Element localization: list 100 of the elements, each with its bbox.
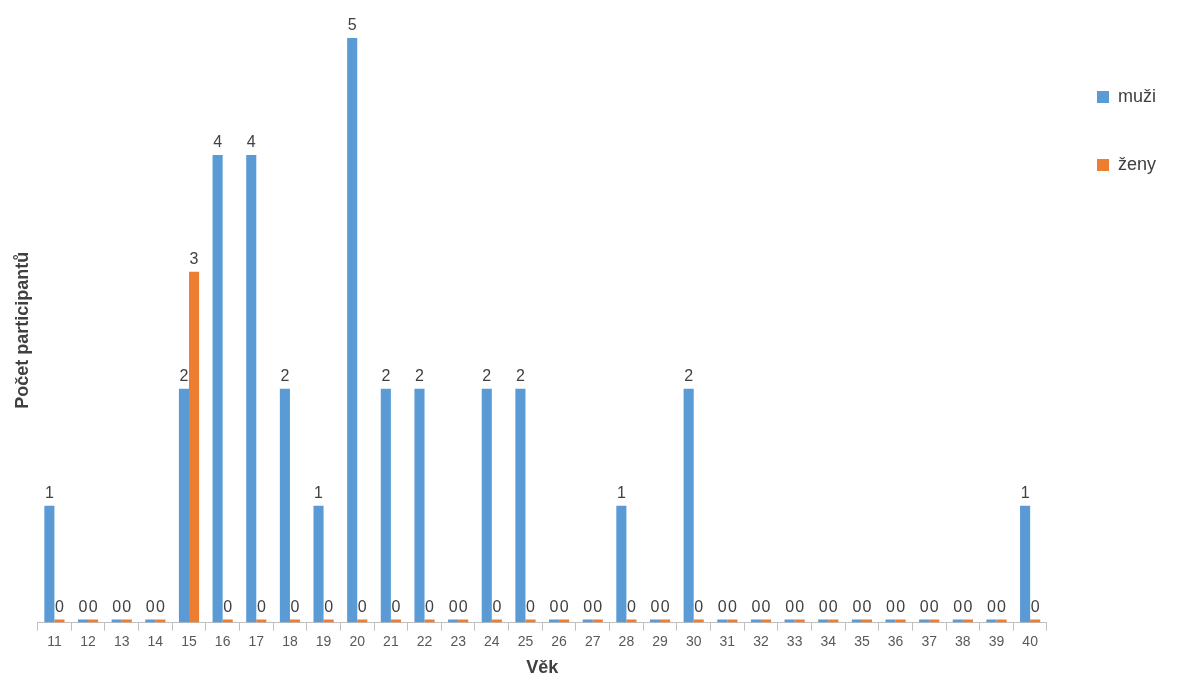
data-label: 0 [1030, 598, 1040, 616]
data-label: 0 [448, 598, 458, 616]
data-label: 0 [987, 598, 997, 616]
data-label: 3 [189, 250, 199, 268]
data-label: 0 [896, 598, 906, 616]
data-label: 0 [751, 598, 761, 616]
bar [515, 388, 526, 623]
x-tick-label: 14 [147, 632, 164, 649]
data-label: 0 [929, 598, 939, 616]
data-label: 0 [818, 598, 828, 616]
bar [414, 388, 425, 623]
data-label: 5 [347, 16, 357, 34]
data-label: 0 [919, 598, 929, 616]
x-tick-label: 40 [1022, 632, 1039, 649]
data-label: 0 [122, 598, 132, 616]
x-axis-title: Věk [526, 657, 560, 678]
data-label: 0 [357, 598, 367, 616]
data-label: 1 [314, 484, 324, 502]
x-tick-label: 19 [315, 632, 332, 649]
x-tick-label: 23 [450, 632, 467, 649]
x-tick-label: 11 [47, 632, 62, 649]
bar [481, 388, 492, 623]
data-label: 2 [280, 367, 290, 385]
x-tick-label: 29 [652, 632, 669, 649]
data-label: 0 [627, 598, 636, 616]
x-tick-label: 26 [551, 632, 568, 649]
data-label: 2 [515, 367, 525, 385]
data-label: 0 [290, 598, 300, 616]
x-tick-label: 32 [753, 632, 769, 649]
data-label: 1 [1020, 484, 1030, 502]
data-label: 0 [223, 598, 233, 616]
bar [178, 388, 190, 623]
data-label: 0 [256, 598, 266, 616]
data-label: 2 [415, 367, 425, 385]
bar [683, 388, 694, 623]
data-label: 1 [44, 484, 54, 502]
data-label: 4 [213, 133, 223, 151]
data-label: 0 [963, 598, 973, 616]
bar [44, 505, 55, 623]
data-label: 0 [391, 598, 401, 616]
x-tick-label: 22 [416, 632, 433, 649]
bar [279, 388, 290, 623]
x-tick-label: 18 [282, 632, 298, 649]
data-label: 0 [953, 598, 963, 616]
data-label: 0 [583, 598, 593, 616]
data-label: 0 [526, 598, 536, 616]
data-label: 0 [997, 598, 1007, 616]
legend-label: muži [1117, 85, 1156, 106]
x-tick-label: 30 [685, 632, 702, 649]
bar [380, 388, 391, 623]
data-label: 0 [795, 598, 805, 616]
data-label: 0 [324, 598, 334, 616]
x-tick-label: 17 [248, 632, 265, 649]
data-label: 0 [559, 598, 569, 616]
data-label: 0 [78, 598, 88, 616]
data-label: 0 [886, 598, 896, 616]
data-label: 0 [694, 598, 704, 616]
data-label: 0 [458, 598, 468, 616]
data-label: 2 [482, 367, 492, 385]
x-tick-label: 33 [786, 632, 803, 649]
x-tick-label: 13 [113, 632, 130, 649]
x-tick-label: 39 [988, 632, 1005, 649]
data-label: 4 [246, 133, 256, 151]
data-label: 0 [492, 598, 502, 616]
data-label: 0 [852, 598, 862, 616]
data-label: 0 [828, 598, 838, 616]
x-tick-label: 38 [955, 632, 971, 649]
bar [1020, 505, 1031, 623]
data-label: 0 [650, 598, 660, 616]
x-tick-label: 21 [383, 632, 399, 649]
data-label: 2 [381, 367, 391, 385]
x-tick-label: 20 [349, 632, 366, 649]
data-label: 0 [660, 598, 670, 616]
x-tick-label: 25 [517, 632, 534, 649]
data-label: 0 [145, 598, 155, 616]
x-tick-label: 36 [887, 632, 904, 649]
x-tick-label: 24 [484, 632, 500, 649]
data-label: 0 [593, 598, 603, 616]
x-tick-label: 28 [618, 632, 635, 649]
y-axis-title: Počet participantů [11, 251, 32, 409]
data-label: 2 [684, 367, 694, 385]
data-label: 0 [549, 598, 559, 616]
data-label: 0 [88, 598, 98, 616]
data-label: 0 [425, 598, 435, 616]
x-tick-label: 31 [719, 632, 736, 649]
data-label: 0 [862, 598, 872, 616]
x-tick-label: 12 [80, 632, 97, 649]
x-tick-label: 35 [854, 632, 870, 649]
x-tick-label: 27 [584, 632, 601, 649]
data-label: 0 [727, 598, 737, 616]
data-label: 1 [616, 484, 626, 502]
bar [616, 505, 627, 623]
legend-label: ženy [1117, 153, 1157, 174]
x-tick-label: 15 [181, 632, 197, 649]
data-label: 0 [717, 598, 727, 616]
data-label: 0 [112, 598, 122, 616]
data-label: 0 [785, 598, 795, 616]
x-tick-label: 34 [820, 632, 837, 649]
data-label: 2 [179, 367, 189, 385]
data-label: 0 [155, 598, 165, 616]
